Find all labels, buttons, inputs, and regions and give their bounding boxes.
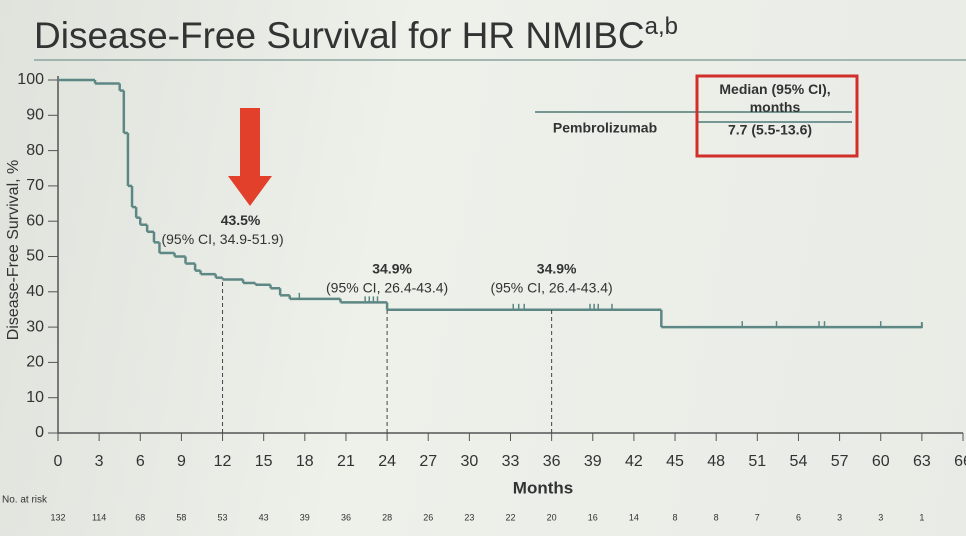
legend-header-text: Median (95% CI),: [719, 81, 830, 97]
y-tick-label: 0: [35, 424, 44, 441]
y-tick-label: 20: [26, 354, 44, 371]
x-tick-label: 36: [543, 453, 561, 470]
at-risk-count: 36: [341, 512, 351, 522]
at-risk-count: 3: [837, 512, 842, 522]
x-tick-label: 33: [502, 453, 520, 470]
x-tick-label: 21: [337, 453, 355, 470]
at-risk-count: 7: [755, 512, 760, 522]
x-tick-label: 12: [214, 453, 232, 470]
x-tick-label: 51: [748, 453, 766, 470]
x-tick-label: 0: [54, 453, 63, 470]
legend-box: [695, 74, 859, 158]
arrow: [228, 108, 272, 206]
x-tick-label: 30: [460, 453, 478, 470]
y-tick-label: 10: [26, 389, 44, 406]
at-risk-count: 53: [218, 512, 228, 522]
x-tick-label: 48: [707, 453, 725, 470]
at-risk-count: 58: [176, 512, 186, 522]
x-tick-label: 6: [136, 453, 145, 470]
legend-header: Median (95% CI), months: [719, 81, 830, 115]
x-tick-label: 45: [666, 453, 684, 470]
at-risk-count: 28: [382, 512, 392, 522]
at-risk-count: 14: [629, 512, 639, 522]
at-risk-label: No. at risk: [2, 495, 48, 506]
at-risk-count: 43: [259, 512, 269, 522]
y-tick-label: 40: [26, 283, 44, 300]
at-risk-count: 1: [919, 512, 924, 522]
x-tick-label: 39: [584, 453, 602, 470]
at-risk-count: 16: [588, 512, 598, 522]
x-tick-label: 42: [625, 453, 643, 470]
x-tick-label: 15: [255, 453, 273, 470]
at-risk-count: 23: [464, 512, 474, 522]
at-risk-count: 6: [796, 512, 801, 522]
chart-title-group: Disease-Free Survival for HR NMIBCa,b: [34, 13, 678, 55]
annotation-ci: (95% CI, 34.9-51.9): [161, 231, 283, 247]
y-tick-label: 80: [26, 142, 44, 159]
annotation-ci: (95% CI, 26.4-43.4): [491, 280, 613, 296]
at-risk-count: 132: [50, 512, 65, 522]
legend-header-line2: months: [750, 99, 801, 115]
title-superscript: a,b: [645, 13, 678, 40]
x-tick-label: 27: [419, 453, 437, 470]
legend-median: 7.7 (5.5-13.6): [728, 122, 812, 138]
x-tick-label: 3: [95, 453, 104, 470]
x-tick-label: 63: [913, 453, 931, 470]
at-risk-count: 8: [673, 512, 678, 522]
annotation-value: 43.5%: [221, 212, 261, 228]
y-tick-label: 30: [26, 318, 44, 335]
x-tick-label: 57: [831, 453, 849, 470]
y-tick-label: 60: [26, 212, 44, 229]
at-risk-count: 22: [505, 512, 515, 522]
y-tick-label: 90: [26, 107, 44, 124]
annotation-value: 34.9%: [537, 261, 577, 277]
annotation-ci: (95% CI, 26.4-43.4): [326, 280, 448, 296]
at-risk-count: 8: [714, 512, 719, 522]
x-tick-label: 66: [954, 453, 966, 470]
chart-title: Disease-Free Survival for HR NMIBC: [34, 15, 645, 56]
at-risk-count: 114: [92, 512, 106, 522]
x-tick-label: 9: [177, 453, 186, 470]
x-tick-label: 54: [790, 453, 808, 470]
at-risk-count: 39: [300, 512, 310, 522]
annotation-value: 34.9%: [372, 261, 412, 277]
x-tick-label: 60: [872, 453, 890, 470]
x-tick-label: 18: [296, 453, 314, 470]
at-risk-count: 3: [878, 512, 883, 522]
x-tick-label: 24: [378, 453, 396, 470]
at-risk-count: 26: [423, 512, 433, 522]
legend-entry: Pembrolizumab: [553, 120, 657, 136]
at-risk-count: 20: [547, 512, 557, 522]
y-tick-label: 100: [17, 71, 44, 88]
at-risk-count: 68: [135, 512, 145, 522]
y-tick-label: 70: [26, 177, 44, 194]
y-tick-label: 50: [26, 248, 44, 265]
x-axis-label: Months: [513, 478, 573, 497]
y-axis-label: Disease-Free Survival, %: [5, 160, 22, 341]
